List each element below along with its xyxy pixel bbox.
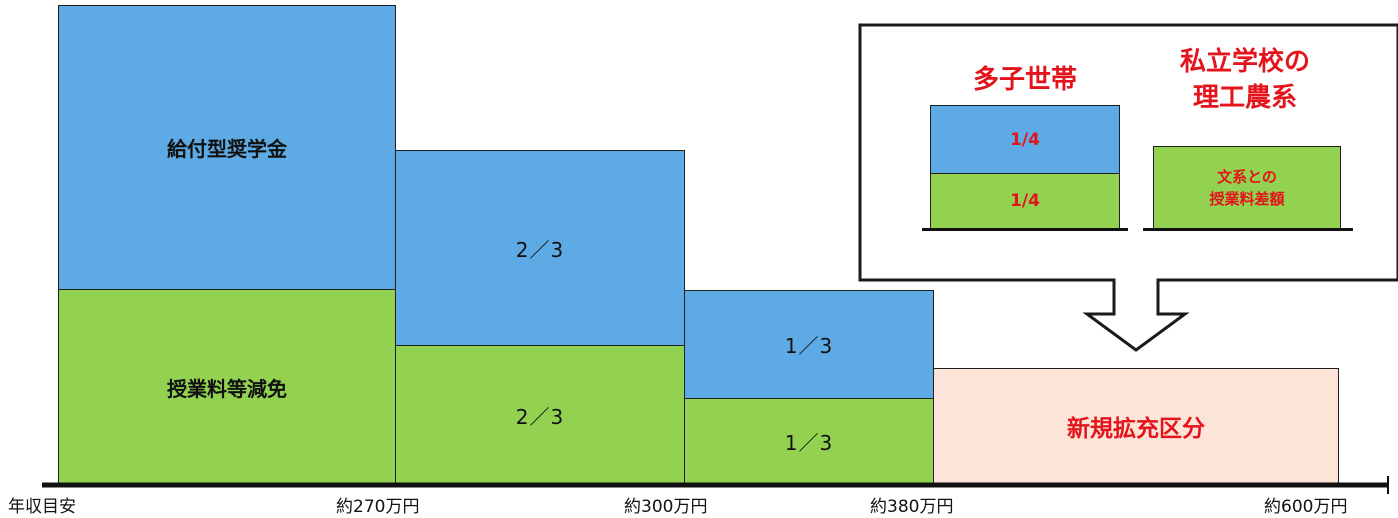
axis-label-600: 約600万円: [1264, 497, 1348, 517]
col3-upper-block: 1／3: [684, 290, 934, 399]
col3-upper-label: 1／3: [784, 334, 834, 358]
axis-label-annual-income: 年収目安: [8, 497, 76, 517]
col1-lower-label: 授業料等減免: [167, 376, 287, 401]
axis-label-300: 約300万円: [624, 497, 708, 517]
col2-upper-block: 2／3: [395, 150, 685, 346]
col2-lower-label: 2／3: [515, 404, 565, 429]
private-science-baseline: [1143, 228, 1353, 231]
private-science-title: 私立学校の 理工農系: [1140, 44, 1350, 116]
multi-child-lower-value: 1/4: [1010, 191, 1040, 211]
multi-child-baseline: [922, 228, 1128, 231]
col3-lower-block: 1／3: [684, 398, 934, 485]
private-science-box-line1: 文系との: [1217, 167, 1277, 186]
private-science-title-line1: 私立学校の: [1179, 47, 1310, 77]
multi-child-lower-block: 1/4: [930, 173, 1120, 229]
col2-upper-label: 2／3: [515, 237, 565, 262]
col2-lower-block: 2／3: [395, 345, 685, 485]
new-category-label: 新規拡充区分: [1067, 416, 1205, 442]
private-science-title-line2: 理工農系: [1192, 83, 1297, 113]
axis-label-380: 約380万円: [870, 497, 954, 517]
multi-child-upper-value: 1/4: [1010, 130, 1040, 150]
private-science-block: 文系との 授業料差額: [1153, 146, 1341, 229]
new-category-block: 新規拡充区分: [933, 368, 1339, 484]
multi-child-title: 多子世帯: [972, 65, 1077, 95]
col3-lower-label: 1／3: [784, 431, 834, 455]
col1-upper-block: 給付型奨学金: [58, 5, 396, 290]
axis-label-270: 約270万円: [336, 497, 420, 517]
col1-upper-label: 給付型奨学金: [167, 137, 287, 161]
multi-child-upper-block: 1/4: [930, 105, 1120, 175]
private-science-box-line2: 授業料差額: [1209, 189, 1285, 208]
